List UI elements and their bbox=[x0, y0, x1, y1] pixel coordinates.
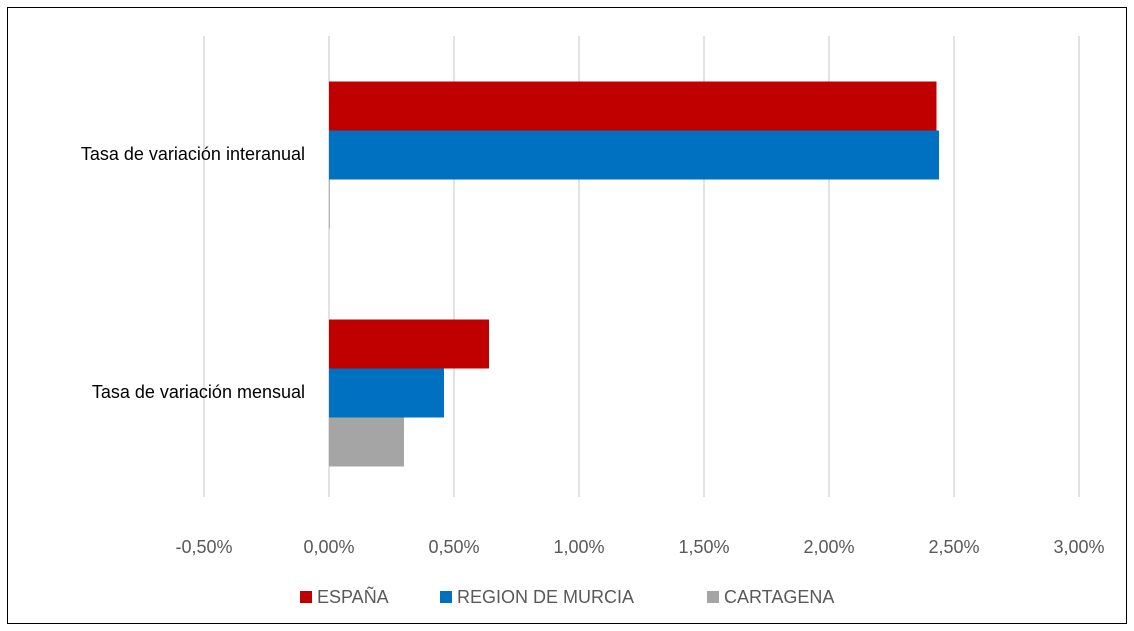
bar bbox=[329, 417, 404, 467]
x-tick-label: 3,00% bbox=[1053, 537, 1104, 557]
bar bbox=[329, 319, 489, 369]
category-label: Tasa de variación interanual bbox=[81, 144, 305, 164]
x-tick-label: 0,50% bbox=[428, 537, 479, 557]
x-tick-label: 0,00% bbox=[303, 537, 354, 557]
bar bbox=[329, 130, 939, 180]
legend-swatch bbox=[707, 591, 719, 603]
x-tick-label: 1,50% bbox=[678, 537, 729, 557]
legend-label: CARTAGENA bbox=[724, 587, 834, 607]
category-label: Tasa de variación mensual bbox=[92, 382, 305, 402]
legend-label: REGION DE MURCIA bbox=[457, 587, 634, 607]
legend-label: ESPAÑA bbox=[317, 586, 389, 607]
legend-swatch bbox=[440, 591, 452, 603]
legend-swatch bbox=[300, 591, 312, 603]
x-tick-label: 2,00% bbox=[803, 537, 854, 557]
bar bbox=[329, 368, 444, 418]
x-tick-label: -0,50% bbox=[175, 537, 232, 557]
x-tick-label: 1,00% bbox=[553, 537, 604, 557]
bar bbox=[329, 179, 330, 229]
bar bbox=[329, 81, 937, 131]
x-tick-label: 2,50% bbox=[928, 537, 979, 557]
